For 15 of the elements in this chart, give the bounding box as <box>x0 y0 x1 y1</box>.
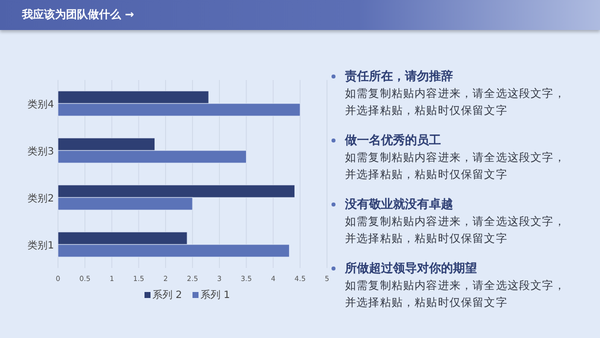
text: 做一名优秀的员工 <box>345 132 442 149</box>
legend-label: 系列 1 <box>200 289 230 301</box>
text: 如需复制粘贴内容进来，请全选这段文字，并选择粘贴，粘贴时仅保留文字 <box>345 150 566 183</box>
chart-title: 我应该为团队做什么 → <box>22 7 134 22</box>
y-tick-label: 类别2 <box>28 192 54 204</box>
text: 没有敬业就没有卓越 <box>345 196 454 213</box>
legend-label: 系列 2 <box>152 289 182 301</box>
text: 如需复制粘贴内容进来，请全选这段文字，并选择粘贴，粘贴时仅保留文字 <box>345 86 566 119</box>
y-tick-label: 类别1 <box>28 240 54 252</box>
text: 如需复制粘贴内容进来，请全选这段文字，并选择粘贴，粘贴时仅保留文字 <box>345 278 566 311</box>
y-tick-label: 类别3 <box>28 146 54 158</box>
text: 所做超过领导对你的期望 <box>345 260 478 277</box>
text: 如需复制粘贴内容进来，请全选这段文字，并选择粘贴，粘贴时仅保留文字 <box>345 214 566 247</box>
y-tick-label: 类别4 <box>28 98 54 110</box>
text: 责任所在，请勿推辞 <box>345 68 454 85</box>
